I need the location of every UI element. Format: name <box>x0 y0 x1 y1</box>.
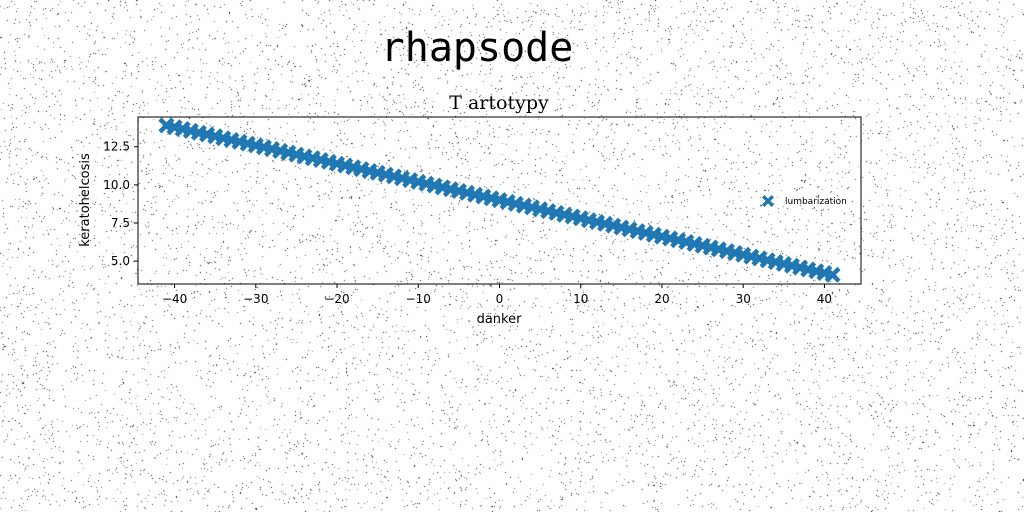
figure-title: rhapsode <box>381 25 574 71</box>
data-point <box>824 266 841 283</box>
legend-label-lumbarization: lumbarization <box>785 197 847 207</box>
legend: lumbarization <box>762 195 847 207</box>
y-tick-label: 7.5 <box>111 216 130 230</box>
x-tick-label: −20 <box>324 292 349 306</box>
x-axis-label: danker <box>477 312 523 327</box>
x-tick-label: 10 <box>573 292 588 306</box>
x-tick-label: 20 <box>654 292 669 306</box>
x-tick-label: −40 <box>162 292 187 306</box>
x-tick-label: 40 <box>817 292 832 306</box>
chart-title: T artotypy <box>449 92 549 114</box>
x-tick-label: 0 <box>496 292 504 306</box>
x-tick-label: 30 <box>736 292 751 306</box>
y-tick-label: 5.0 <box>111 254 130 268</box>
y-axis-label: keratohelcosis <box>78 153 93 247</box>
series-lumbarization <box>158 117 841 283</box>
legend-marker-lumbarization <box>762 195 774 207</box>
x-axis: −40 −30 −20 −10 0 10 20 30 40 <box>162 284 832 306</box>
y-tick-label: 10.0 <box>103 178 130 192</box>
x-tick-label: −10 <box>406 292 431 306</box>
y-tick-label: 12.5 <box>103 140 130 154</box>
x-tick-label: −30 <box>243 292 268 306</box>
y-axis: 5.0 7.5 10.0 12.5 <box>103 140 138 268</box>
